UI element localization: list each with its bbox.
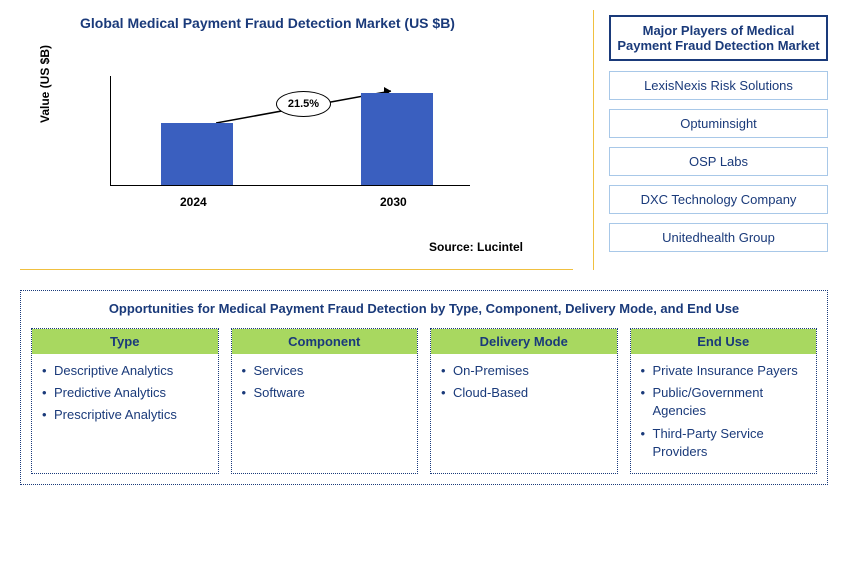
chart-area: Global Medical Payment Fraud Detection M… [20, 10, 573, 270]
list-item: Cloud-Based [441, 384, 607, 402]
category-items: Services Software [232, 354, 418, 414]
opportunities-section: Opportunities for Medical Payment Fraud … [20, 290, 828, 485]
list-item: Private Insurance Payers [641, 362, 807, 380]
opportunities-title: Opportunities for Medical Payment Fraud … [31, 301, 817, 316]
list-item: Public/Government Agencies [641, 384, 807, 420]
top-section: Global Medical Payment Fraud Detection M… [20, 10, 828, 270]
category-header: Type [32, 329, 218, 354]
list-item: Prescriptive Analytics [42, 406, 208, 424]
category-component: Component Services Software [231, 328, 419, 474]
player-item: DXC Technology Company [609, 185, 828, 214]
list-item: Third-Party Service Providers [641, 425, 807, 461]
category-items: Descriptive Analytics Predictive Analyti… [32, 354, 218, 437]
player-item: Optuminsight [609, 109, 828, 138]
chart-container: Value (US $B) 21.5% 2024 2030 [100, 61, 480, 211]
player-item: LexisNexis Risk Solutions [609, 71, 828, 100]
category-items: Private Insurance Payers Public/Governme… [631, 354, 817, 473]
list-item: Services [242, 362, 408, 380]
y-axis-label: Value (US $B) [38, 45, 52, 123]
players-panel: Major Players of Medical Payment Fraud D… [593, 10, 828, 270]
player-item: OSP Labs [609, 147, 828, 176]
bar-2030 [361, 93, 433, 185]
category-header: End Use [631, 329, 817, 354]
category-delivery-mode: Delivery Mode On-Premises Cloud-Based [430, 328, 618, 474]
category-header: Delivery Mode [431, 329, 617, 354]
list-item: Software [242, 384, 408, 402]
category-end-use: End Use Private Insurance Payers Public/… [630, 328, 818, 474]
category-items: On-Premises Cloud-Based [431, 354, 617, 414]
list-item: Descriptive Analytics [42, 362, 208, 380]
chart-plot: 21.5% [110, 76, 470, 186]
category-header: Component [232, 329, 418, 354]
bar-2024 [161, 123, 233, 185]
players-header: Major Players of Medical Payment Fraud D… [609, 15, 828, 61]
x-label-2024: 2024 [180, 195, 207, 209]
x-label-2030: 2030 [380, 195, 407, 209]
category-type: Type Descriptive Analytics Predictive An… [31, 328, 219, 474]
growth-rate-label: 21.5% [276, 91, 331, 117]
list-item: On-Premises [441, 362, 607, 380]
source-label: Source: Lucintel [429, 240, 523, 254]
categories-row: Type Descriptive Analytics Predictive An… [31, 328, 817, 474]
chart-title: Global Medical Payment Fraud Detection M… [80, 15, 573, 31]
list-item: Predictive Analytics [42, 384, 208, 402]
player-item: Unitedhealth Group [609, 223, 828, 252]
